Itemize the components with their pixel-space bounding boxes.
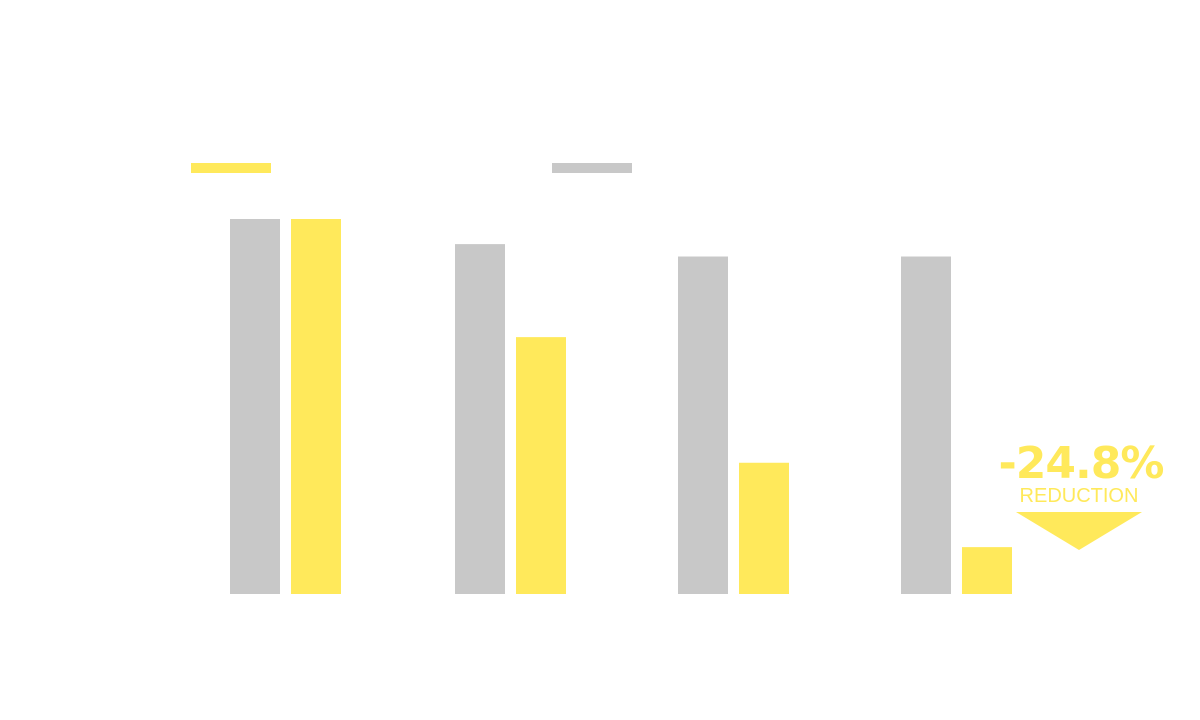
bar-series-2-category-1 [291, 219, 341, 594]
bar-series-2-category-3 [739, 462, 789, 594]
reduction-label: REDUCTION [1019, 485, 1139, 507]
bar-series-2-category-4 [962, 547, 1012, 594]
bar-series-1-category-3 [678, 256, 728, 594]
bar-series-1-category-2 [455, 244, 505, 594]
legend-swatch-gray [552, 163, 632, 173]
legend-swatch-yellow [191, 163, 271, 173]
bar-series-1-category-4 [901, 256, 951, 594]
bar-series-2-category-2 [516, 337, 566, 594]
down-arrow-icon [1016, 512, 1142, 550]
bar-series-1-category-1 [230, 219, 280, 594]
reduction-value: -24.8% [998, 438, 1165, 489]
